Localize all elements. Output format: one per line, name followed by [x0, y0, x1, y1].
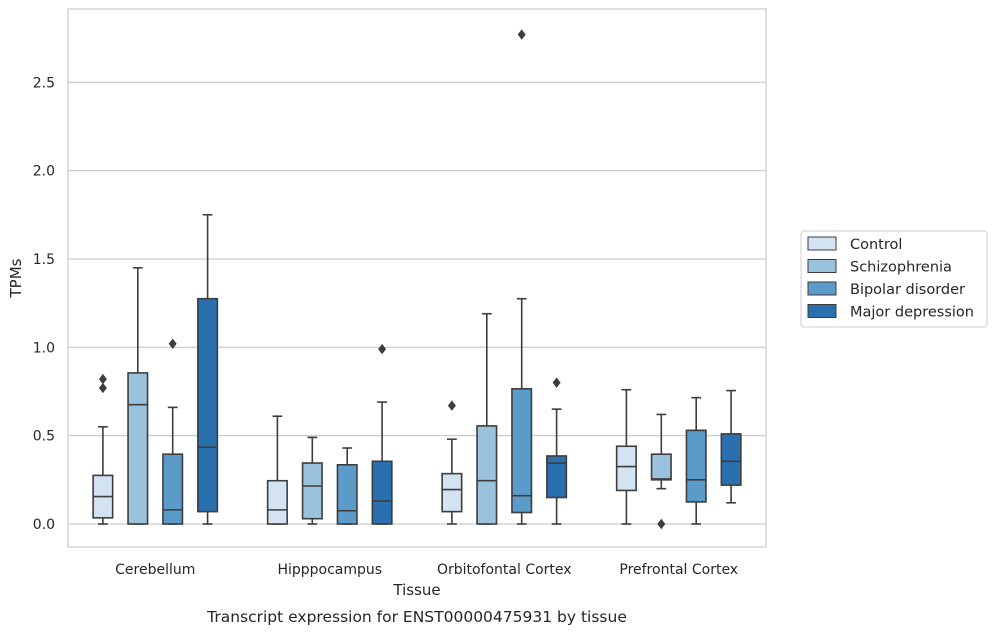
legend-frame	[800, 230, 988, 328]
box-1-1	[301, 436, 323, 525]
legend-label: Control	[850, 237, 902, 253]
box-1-0	[127, 266, 149, 525]
box-1-2	[476, 312, 498, 525]
box-body	[685, 429, 707, 503]
y-tick-label: 0.0	[33, 517, 55, 533]
box-2-2	[511, 29, 533, 525]
outlier-point	[378, 343, 387, 355]
box-0-0	[92, 373, 114, 525]
outlier-point	[447, 400, 456, 411]
outlier-point	[552, 377, 561, 388]
boxes-layer	[92, 29, 742, 530]
x-tick-labels: Cerebellum Hipppocampus Orbitofontal Corte…	[115, 562, 738, 578]
box-0-1	[266, 415, 288, 525]
box-body	[162, 453, 184, 525]
box-body	[301, 462, 323, 520]
box-body	[336, 464, 358, 525]
legend-item: Major depression	[807, 304, 974, 321]
legend-swatch	[807, 304, 837, 318]
legend-label: Schizophrenia	[850, 260, 952, 276]
legend-item: Bipolar disorder	[807, 281, 965, 298]
legend: Control Schizophrenia Bipolar disorder Majo…	[800, 230, 988, 328]
box-0-3	[615, 388, 637, 525]
outlier-point	[98, 373, 107, 385]
y-tick-label: 1.5	[33, 252, 55, 268]
y-tick-labels: 0.0 0.5 1.0 1.5 2.0 2.5	[33, 75, 55, 533]
box-body	[197, 297, 219, 513]
box-body	[266, 479, 288, 525]
box-1-3	[650, 413, 672, 530]
legend-item: Control	[807, 236, 902, 253]
box-body	[476, 425, 498, 525]
box-3-0	[197, 213, 219, 525]
box-body	[546, 455, 568, 499]
x-tick-label: Prefrontal Cortex	[619, 562, 738, 578]
y-axis-label: TPMs	[7, 258, 25, 298]
x-tick-label: Orbitofontal Cortex	[437, 562, 572, 578]
box-body	[720, 433, 742, 486]
box-0-2	[441, 400, 463, 525]
outlier-point	[517, 29, 526, 40]
y-tick-label: 2.5	[33, 75, 55, 91]
box-body	[615, 445, 637, 492]
box-3-1	[371, 343, 393, 525]
box-body	[441, 472, 463, 513]
x-tick-label: Cerebellum	[115, 562, 195, 578]
box-2-3	[685, 396, 707, 525]
x-axis-label: Tissue	[392, 581, 440, 599]
y-tick-label: 2.0	[33, 164, 55, 180]
x-tick-label: Hipppocampus	[277, 562, 382, 578]
box-3-3	[720, 389, 742, 504]
box-body	[650, 453, 672, 481]
outlier-point	[98, 382, 107, 394]
box-body	[127, 372, 149, 525]
outlier-point	[168, 338, 177, 349]
legend-label: Major depression	[850, 305, 974, 321]
box-2-1	[336, 447, 358, 525]
box-body	[511, 388, 533, 514]
box-3-2	[546, 377, 568, 525]
chart-caption: Transcript expression for ENST0000047593…	[206, 608, 627, 626]
y-tick-label: 1.0	[33, 340, 55, 356]
y-tick-label: 0.5	[33, 429, 55, 445]
plot-frame	[67, 8, 767, 548]
legend-swatch	[807, 236, 837, 251]
box-2-0	[162, 338, 184, 525]
legend-item: Schizophrenia	[807, 259, 952, 276]
legend-swatch	[807, 281, 837, 296]
legend-swatch	[807, 259, 837, 273]
outlier-point	[657, 518, 666, 530]
grid-lines	[68, 81, 766, 525]
box-body	[371, 460, 393, 525]
legend-label: Bipolar disorder	[850, 282, 965, 298]
